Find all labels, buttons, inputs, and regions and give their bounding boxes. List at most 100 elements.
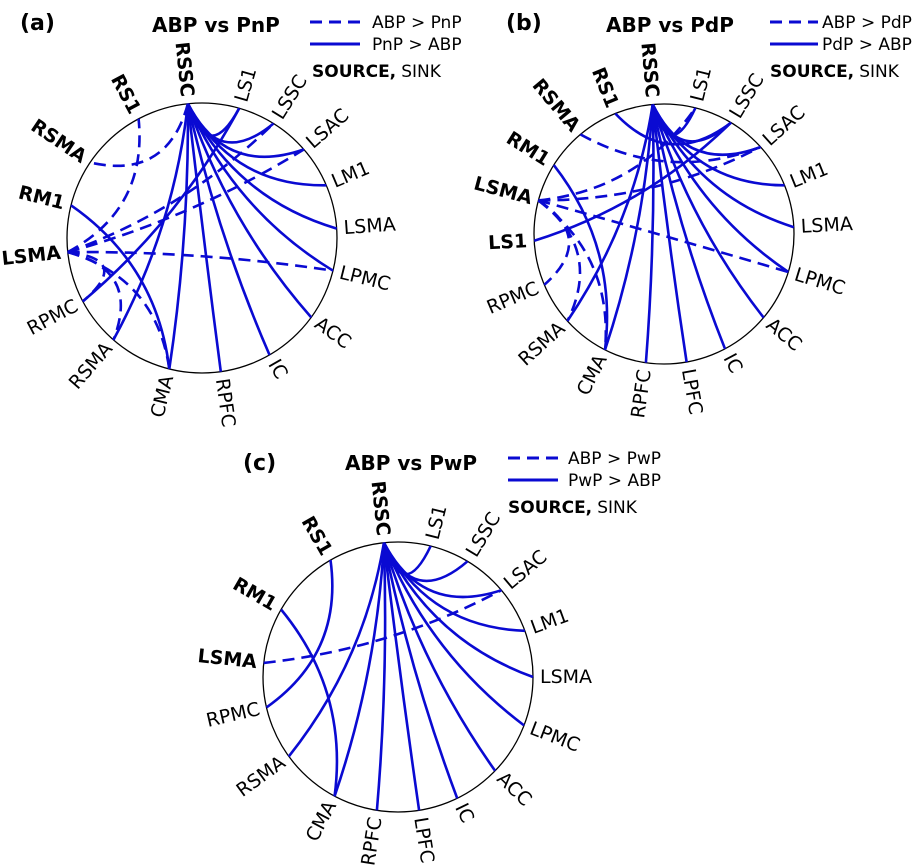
node-label-b-rs1-18: RS1: [587, 64, 623, 111]
node-label-a-rsma-15: RSMA: [27, 115, 91, 168]
panel-b-edges: [533, 103, 795, 363]
node-label-c-rsma-12: RSMA: [232, 752, 289, 802]
node-label-a-lsac-3: LSAC: [302, 104, 353, 153]
edge-a-rssc-to-lsma-4: [186, 103, 338, 230]
node-label-c-rm1-15: RM1: [229, 573, 281, 615]
node-label-c-ic-8: IC: [450, 800, 478, 827]
edge-a-lsma-to-lpmc-16: [67, 250, 334, 272]
edge-c-rssc-to-cma-10: [333, 542, 386, 797]
legend-a-sink: SINK: [401, 62, 442, 82]
edge-b-rsma-to-lsac-15: [579, 133, 762, 164]
edge-a-rssc-to-cma-9: [168, 103, 190, 370]
node-label-b-rssc-0: RSSC: [636, 42, 663, 99]
node-label-c-lpfc-9: LPFC: [409, 816, 438, 865]
edge-b-rssc-to-acc-6: [651, 104, 765, 319]
edge-a-lsma-to-lssc-14: [67, 122, 275, 254]
node-label-b-rpmc-13: RPMC: [484, 277, 543, 318]
edge-a-lsma-to-cma-19: [67, 250, 171, 370]
edge-b-rm1-to-cma-14: [552, 164, 609, 350]
node-label-c-rssc-0: RSSC: [367, 480, 395, 537]
edge-c-rssc-to-rsma-11: [287, 542, 386, 758]
node-label-b-lpmc-6: LPMC: [792, 264, 848, 300]
node-label-a-rs1-16: RS1: [106, 71, 145, 118]
node-label-a-rpfc-9: RPFC: [211, 377, 240, 428]
node-label-a-acc-7: ACC: [310, 313, 355, 354]
node-label-b-rsma-17: RSMA: [528, 75, 585, 137]
node-label-a-rsma-11: RSMA: [65, 338, 117, 394]
node-label-a-lm1-4: LM1: [328, 157, 373, 193]
edge-c-rssc-to-rpfc-9: [375, 542, 387, 811]
node-label-b-cma-11: CMA: [573, 351, 612, 399]
node-label-b-rm1-16: RM1: [502, 127, 553, 170]
node-label-b-lm1-4: LM1: [787, 158, 831, 193]
node-label-c-rs1-16: RS1: [297, 513, 337, 560]
node-label-b-acc-7: ACC: [762, 314, 806, 356]
node-label-c-lssc-2: LSSC: [462, 509, 506, 561]
edge-c-rssc-to-lpfc-8: [382, 542, 421, 811]
edge-b-lsma-to-lpmc-17: [538, 199, 789, 274]
node-label-b-lsma-15: LSMA: [471, 172, 534, 209]
edge-b-rssc-to-lpfc-8: [651, 104, 688, 363]
edge-b-rs1-to-lssc-12: [614, 112, 732, 146]
node-label-c-acc-7: ACC: [492, 768, 535, 811]
edge-b-lsma-to-ls1-21: [538, 107, 697, 202]
edge-c-rssc-to-lpmc-5: [382, 542, 525, 727]
panel-a-tag: (a): [20, 11, 55, 36]
legend-b-source: SOURCE,: [770, 62, 854, 82]
edge-b-rssc-to-ic-7: [651, 104, 727, 350]
node-label-c-ls1-1: LS1: [422, 503, 452, 542]
legend-c-source: SOURCE,: [508, 498, 592, 518]
node-label-b-ls1-14: LS1: [488, 230, 528, 254]
edge-b-rssc-to-lpmc-5: [651, 104, 790, 274]
node-label-c-rpfc-10: RPFC: [357, 816, 386, 868]
node-label-a-rm1-14: RM1: [16, 182, 67, 215]
node-label-b-rpfc-10: RPFC: [627, 368, 656, 419]
node-label-a-rpmc-12: RPMC: [23, 295, 81, 340]
node-label-c-lm1-4: LM1: [528, 605, 572, 639]
panel-b: (b) ABP vs PdP ABP > PdP PdP > ABP SOURC…: [471, 11, 911, 420]
node-label-a-lssc-2: LSSC: [268, 71, 312, 123]
legend-a-solid-label: PnP > ABP: [372, 35, 462, 55]
edge-b-lsma-to-rsma-19: [537, 199, 582, 322]
legend-b-solid-label: PdP > ABP: [822, 35, 912, 55]
node-label-b-lssc-2: LSSC: [725, 70, 769, 122]
node-label-a-ls1-1: LS1: [231, 65, 262, 104]
node-label-b-ls1-1: LS1: [686, 65, 716, 104]
node-label-b-ic-8: IC: [719, 350, 747, 377]
panel-a-edges: [67, 103, 338, 372]
node-label-c-cma-11: CMA: [302, 797, 341, 845]
node-label-b-rsma-12: RSMA: [514, 318, 569, 371]
node-label-c-lpmc-6: LPMC: [527, 718, 583, 757]
legend-c-solid-label: PwP > ABP: [568, 471, 661, 491]
node-label-a-cma-10: CMA: [147, 373, 179, 420]
panel-b-ring: [533, 103, 795, 365]
edge-a-lsma-to-rsma-17: [67, 250, 123, 341]
node-label-a-ic-8: IC: [263, 356, 291, 383]
panel-b-tag: (b): [506, 11, 542, 36]
edge-c-rssc-to-lsma-4: [382, 542, 534, 679]
edge-a-rssc-to-ic-7: [186, 103, 271, 356]
node-label-a-lpmc-6: LPMC: [337, 262, 392, 296]
edge-a-rssc-to-rsma-11: [89, 103, 190, 168]
edge-c-rs1-to-rpmc-12: [265, 559, 334, 709]
panel-c: (c) ABP vs PwP ABP > PwP PwP > ABP SOURC…: [197, 449, 661, 867]
legend-b-sink: SINK: [859, 62, 900, 82]
node-label-a-lsma-13: LSMA: [1, 242, 63, 270]
node-label-b-lpfc-9: LPFC: [677, 367, 707, 416]
edge-a-rpmc-to-ls1-13: [81, 107, 241, 303]
edge-c-rssc-to-ic-7: [382, 542, 459, 799]
edge-b-ls1-to-lssc-13: [533, 121, 732, 243]
legend-a-source: SOURCE,: [312, 62, 396, 82]
edge-b-rssc-to-rsma-11: [566, 104, 654, 322]
legend-a-dashed-label: ABP > PnP: [372, 13, 462, 33]
panel-b-title: ABP vs PdP: [606, 13, 734, 37]
edge-a-rssc-to-acc-6: [186, 103, 313, 319]
edge-b-rssc-to-lsma-4: [651, 103, 795, 229]
edge-a-rssc-to-lpmc-5: [186, 103, 334, 272]
legend-c-source-sink: SOURCE, SINK: [508, 498, 638, 518]
edge-c-rssc-to-acc-6: [382, 542, 497, 772]
legend-c-sink: SINK: [597, 498, 638, 518]
edge-c-lsma-to-lsac-14: [263, 589, 503, 665]
edge-c-rm1-to-cma-13: [280, 608, 339, 797]
